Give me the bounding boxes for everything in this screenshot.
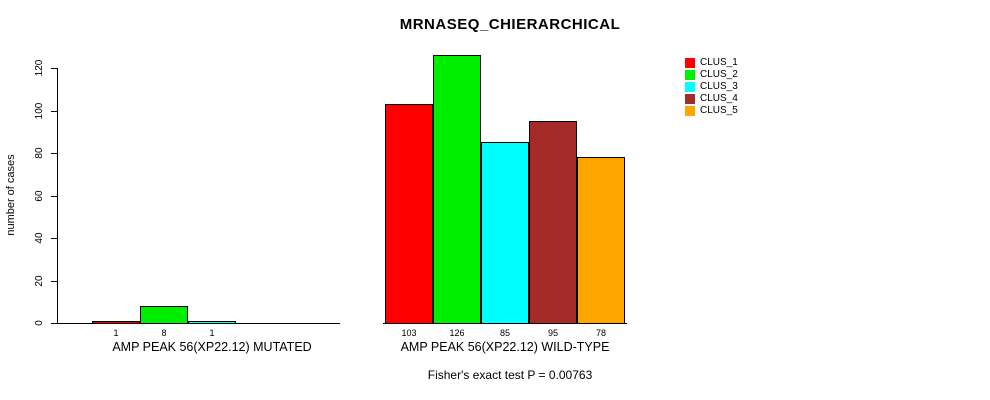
bar-count-label: 85 <box>499 328 510 338</box>
y-axis-tick-label: 80 <box>34 147 45 159</box>
y-axis-tick <box>51 68 57 69</box>
legend-swatch-2 <box>685 70 695 80</box>
bar-clus_2 <box>433 55 481 324</box>
bar-count-label: 1 <box>209 328 215 338</box>
y-axis-tick <box>51 196 57 197</box>
legend-swatch-1 <box>685 58 695 68</box>
y-axis-tick <box>51 323 57 324</box>
group-axis-label: AMP PEAK 56(XP22.12) WILD-TYPE <box>400 340 610 354</box>
bar-count-label: 126 <box>449 328 465 338</box>
legend-swatch-3 <box>685 82 695 92</box>
y-axis-tick <box>51 111 57 112</box>
legend-label-5: CLUS_5 <box>700 105 738 116</box>
footnote: Fisher's exact test P = 0.00763 <box>427 368 593 382</box>
y-axis-tick <box>51 238 57 239</box>
bar-clus_1 <box>385 104 433 324</box>
bar-clus_3 <box>481 142 529 324</box>
bar-clus_5 <box>577 157 625 324</box>
y-axis-tick-label: 100 <box>34 102 45 120</box>
y-axis-tick-label: 20 <box>34 275 45 287</box>
bar-clus_3 <box>188 321 236 324</box>
y-axis-tick-label: 60 <box>34 190 45 202</box>
y-axis-tick <box>51 153 57 154</box>
bar-count-label: 1 <box>113 328 119 338</box>
chart-title: MRNASEQ_CHIERARCHICAL <box>399 16 621 33</box>
bar-clus_4 <box>529 121 577 324</box>
bar-count-label: 8 <box>161 328 167 338</box>
y-axis-line <box>57 68 58 324</box>
legend-label-1: CLUS_1 <box>700 57 738 68</box>
bar-clus_2 <box>140 306 188 324</box>
bar-count-label: 78 <box>595 328 606 338</box>
legend-swatch-4 <box>685 94 695 104</box>
legend-label-4: CLUS_4 <box>700 93 738 104</box>
group-axis-label: AMP PEAK 56(XP22.12) MUTATED <box>112 340 312 354</box>
y-axis-tick <box>51 281 57 282</box>
legend-swatch-5 <box>685 106 695 116</box>
bar-clus_1 <box>92 321 140 324</box>
legend-label-2: CLUS_2 <box>700 69 738 80</box>
bar-count-label: 95 <box>547 328 558 338</box>
y-axis-tick-label: 120 <box>34 59 45 77</box>
y-axis-tick-label: 40 <box>34 232 45 244</box>
legend-label-3: CLUS_3 <box>700 81 738 92</box>
bar-count-label: 103 <box>401 328 417 338</box>
y-axis-tick-label: 0 <box>34 320 45 326</box>
